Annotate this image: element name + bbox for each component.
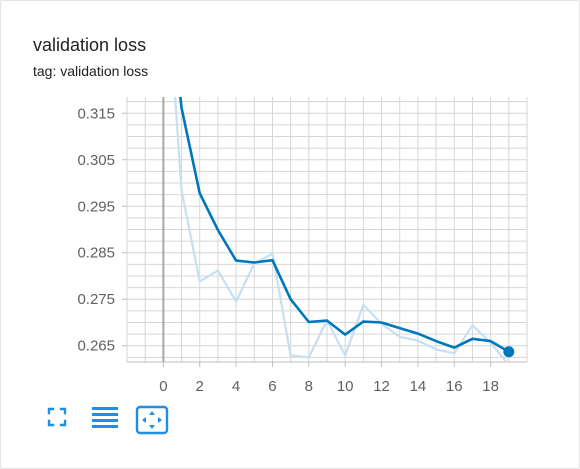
x-tick-label: 16 [446,378,463,395]
x-tick-label: 10 [337,378,354,395]
series-end-point [503,346,515,358]
chart-grid [126,97,528,362]
x-tick-label: 8 [305,378,313,395]
x-tick-label: 0 [159,378,167,395]
y-tick-label: 0.265 [77,338,115,355]
y-tick-label: 0.315 [77,105,115,122]
series-line-smoothed [179,97,511,354]
chart-markers [503,346,515,358]
line-chart[interactable]: 0 2 4 6 8 10 12 14 16 18 0.315 0.305 0.295 0.285 0.275… [1,1,580,401]
y-tick-label: 0.305 [77,152,115,169]
y-tick-label: 0.295 [77,198,115,215]
chart-series [173,97,511,362]
x-tick-label: 6 [268,378,276,395]
fullscreen-icon [47,407,67,427]
card-title: validation loss [33,35,147,55]
fit-domain-icon [135,405,169,435]
toggle-y-log-button[interactable] [91,405,119,434]
list-lines-icon [92,407,118,428]
y-tick-label: 0.285 [77,245,115,262]
x-tick-label: 12 [373,378,390,395]
y-tick-label: 0.275 [77,291,115,308]
fullscreen-button[interactable] [45,405,69,434]
fit-domain-button[interactable] [135,405,169,440]
x-tick-label: 18 [482,378,499,395]
chart-axes: 0 2 4 6 8 10 12 14 16 18 0.315 0.305 0.295 0.285 0.275… [77,97,527,395]
card-tag-line: tag: validation loss [33,63,149,79]
series-line-raw [173,97,508,362]
x-tick-label: 14 [410,378,427,395]
x-tick-label: 4 [232,378,240,395]
x-tick-label: 2 [196,378,204,395]
